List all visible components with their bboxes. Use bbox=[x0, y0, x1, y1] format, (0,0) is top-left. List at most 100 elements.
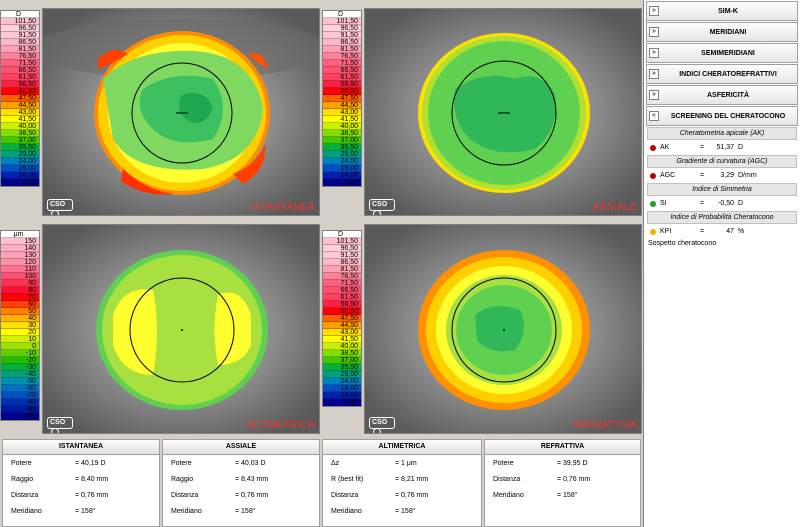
screening-group-header: Cheratometria apicale (AK) bbox=[647, 127, 797, 140]
row-label: Meridiano bbox=[11, 507, 42, 515]
scale-cell: 10 bbox=[1, 336, 39, 343]
scale-cell: -10 bbox=[1, 350, 39, 357]
table-row: Potere = 40,19 D bbox=[3, 455, 159, 471]
scale-unit: μm bbox=[1, 231, 39, 238]
section-meridiani[interactable]: » MERIDIANI bbox=[646, 22, 798, 42]
row-label: R (best fit) bbox=[331, 475, 364, 483]
measurement-table: ISTANTANEA Potere = 40,19 D Raggio = 8,40 mm… bbox=[2, 439, 160, 527]
chevron-up-icon[interactable]: « bbox=[649, 111, 659, 121]
scale-cell: 37,00 bbox=[323, 137, 361, 144]
section-semimeridiani[interactable]: » SEMIMERIDIANI bbox=[646, 43, 798, 63]
chevron-down-icon[interactable]: » bbox=[649, 90, 659, 100]
scale-cell: 24,00 bbox=[323, 378, 361, 385]
scale-cell: 37,00 bbox=[1, 137, 39, 144]
table-title: ALTIMETRICA bbox=[323, 440, 481, 455]
row-label: Potere bbox=[171, 459, 192, 467]
assiale-map-graphic bbox=[365, 9, 641, 215]
equals-sign: = bbox=[700, 172, 705, 179]
scale-cell: 86,50 bbox=[323, 259, 361, 266]
scale-cell: -100 bbox=[1, 413, 39, 420]
bottom-tables: ISTANTANEA Potere = 40,19 D Raggio = 8,40 mm… bbox=[0, 439, 643, 527]
table-row: Meridiano = 158° bbox=[163, 503, 319, 519]
chevron-down-icon[interactable]: » bbox=[649, 27, 659, 37]
index-name: AK bbox=[660, 144, 670, 151]
chevron-down-icon[interactable]: » bbox=[649, 69, 659, 79]
chevron-down-icon[interactable]: » bbox=[649, 48, 659, 58]
status-dot-icon bbox=[650, 228, 656, 235]
scale-cell: 50,50 bbox=[323, 88, 361, 95]
map-assiale[interactable]: CSO ASSIALE bbox=[364, 8, 642, 216]
row-value: = 158° bbox=[75, 507, 96, 515]
map-istantanea[interactable]: CSO ISTANTANEA bbox=[42, 8, 320, 216]
section-sim-k[interactable]: » SIM-K bbox=[646, 1, 798, 21]
row-label: Distanza bbox=[331, 491, 359, 499]
map-label: REFRATTIVA bbox=[573, 420, 637, 431]
cso-logo: CSO bbox=[47, 417, 73, 433]
table-row: Meridiano = 158° bbox=[3, 503, 159, 519]
scale-cell: 38,50 bbox=[1, 130, 39, 137]
scale-cell: 29,00 bbox=[323, 371, 361, 378]
table-title: ISTANTANEA bbox=[3, 440, 159, 455]
screening-group-header: Indice di Simmetria bbox=[647, 183, 797, 196]
row-value: = 158° bbox=[395, 507, 416, 515]
map-refrattiva[interactable]: CSO REFRATTIVA bbox=[364, 224, 642, 434]
cso-logo: CSO bbox=[369, 417, 395, 433]
scale-cell: 44,50 bbox=[1, 102, 39, 109]
table-row: Δz = 1 μm bbox=[323, 455, 481, 471]
scale-cell: 91,50 bbox=[323, 252, 361, 259]
scale-cell: 61,50 bbox=[1, 74, 39, 81]
scale-cell: 101,50 bbox=[1, 18, 39, 25]
row-value: = 8,21 mm bbox=[395, 475, 429, 483]
scale-cell: 140 bbox=[1, 245, 39, 252]
table-row: Potere = 40,03 D bbox=[163, 455, 319, 471]
scale-cell: 76,50 bbox=[1, 53, 39, 60]
refrattiva-map-graphic bbox=[365, 225, 641, 433]
scale-cell: 56,50 bbox=[323, 301, 361, 308]
index-unit: D bbox=[738, 200, 744, 207]
scale-cell: 14,00 bbox=[323, 172, 361, 179]
index-unit: D bbox=[738, 144, 744, 151]
index-value: 47 bbox=[726, 228, 734, 235]
scale-cell: 66,50 bbox=[1, 67, 39, 74]
row-value: = 8,40 mm bbox=[75, 475, 109, 483]
scale-cell: 38,50 bbox=[323, 130, 361, 137]
row-label: Distanza bbox=[171, 491, 199, 499]
table-row: Distanza = 0,76 mm bbox=[3, 487, 159, 503]
section-indici-cheratorefrattivi[interactable]: » INDICI CHERATOREFRATTIVI bbox=[646, 64, 798, 84]
scale-cell: 81,50 bbox=[1, 46, 39, 53]
scale-cell: 24,00 bbox=[323, 158, 361, 165]
row-value: = 39,95 D bbox=[557, 459, 588, 467]
map-label: ISTANTANEA bbox=[250, 202, 315, 213]
scale-cell: 47,50 bbox=[1, 95, 39, 102]
table-row: Raggio = 8,40 mm bbox=[3, 471, 159, 487]
row-label: Meridiano bbox=[493, 491, 524, 499]
scale-cell: 40,00 bbox=[323, 343, 361, 350]
index-name: AGC bbox=[660, 172, 676, 179]
table-row: Potere = 39,95 D bbox=[485, 455, 640, 471]
scale-cell: 40 bbox=[1, 315, 39, 322]
scale-cell: -50 bbox=[1, 378, 39, 385]
scale-cell: 76,50 bbox=[323, 53, 361, 60]
scale-cell: -70 bbox=[1, 392, 39, 399]
table-row: Raggio = 8,43 mm bbox=[163, 471, 319, 487]
scale-cell: -60 bbox=[1, 385, 39, 392]
screening-row: AK = 51,37 D bbox=[647, 141, 797, 154]
scale-cell: 91,50 bbox=[323, 32, 361, 39]
section-asfericita[interactable]: » ASFERICITÀ bbox=[646, 85, 798, 105]
status-dot-icon bbox=[650, 144, 656, 151]
scale-unit: D bbox=[1, 11, 39, 18]
scale-cell: 60 bbox=[1, 301, 39, 308]
row-value: = 158° bbox=[557, 491, 578, 499]
chevron-down-icon[interactable]: » bbox=[649, 6, 659, 16]
scale-cell: 29,00 bbox=[323, 151, 361, 158]
scale-cell: 44,50 bbox=[323, 102, 361, 109]
status-dot-icon bbox=[650, 172, 656, 179]
map-altimetrica[interactable]: CSO ALTIMETRICA bbox=[42, 224, 320, 434]
scale-cell: 9,00 bbox=[323, 399, 361, 406]
equals-sign: = bbox=[700, 144, 705, 151]
scale-cell: 76,50 bbox=[323, 273, 361, 280]
scale-cell: 19,00 bbox=[1, 165, 39, 172]
scale-cell: 14,00 bbox=[1, 172, 39, 179]
scale-cell: 50 bbox=[1, 308, 39, 315]
section-screening[interactable]: «SCREENING DEL CHERATOCONO bbox=[646, 106, 798, 126]
